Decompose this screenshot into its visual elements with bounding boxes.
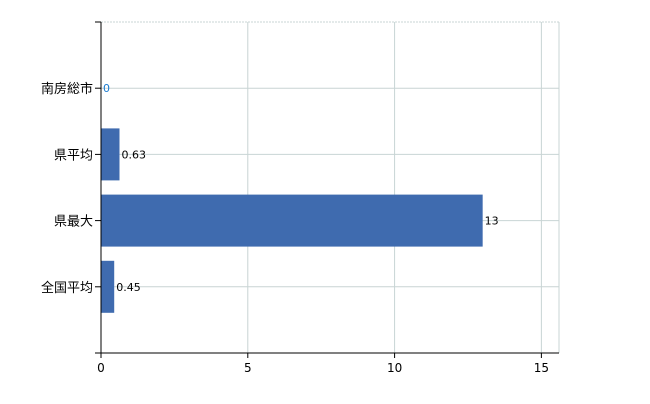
x-tick-label: 10 bbox=[387, 361, 402, 375]
data-label: 0 bbox=[103, 82, 110, 95]
data-label: 0.45 bbox=[116, 281, 141, 294]
bar bbox=[101, 128, 120, 181]
category-label: 県平均 bbox=[54, 148, 93, 163]
bar bbox=[101, 194, 483, 247]
x-tick-label: 5 bbox=[244, 361, 252, 375]
x-tick-label: 0 bbox=[97, 361, 105, 375]
data-label: 13 bbox=[485, 215, 499, 228]
category-label: 南房総市 bbox=[41, 81, 93, 97]
bar bbox=[101, 260, 115, 313]
category-label: 県最大 bbox=[54, 215, 93, 230]
category-label: 全国平均 bbox=[41, 280, 93, 296]
x-tick-label: 15 bbox=[534, 361, 549, 375]
data-label: 0.63 bbox=[121, 148, 146, 161]
